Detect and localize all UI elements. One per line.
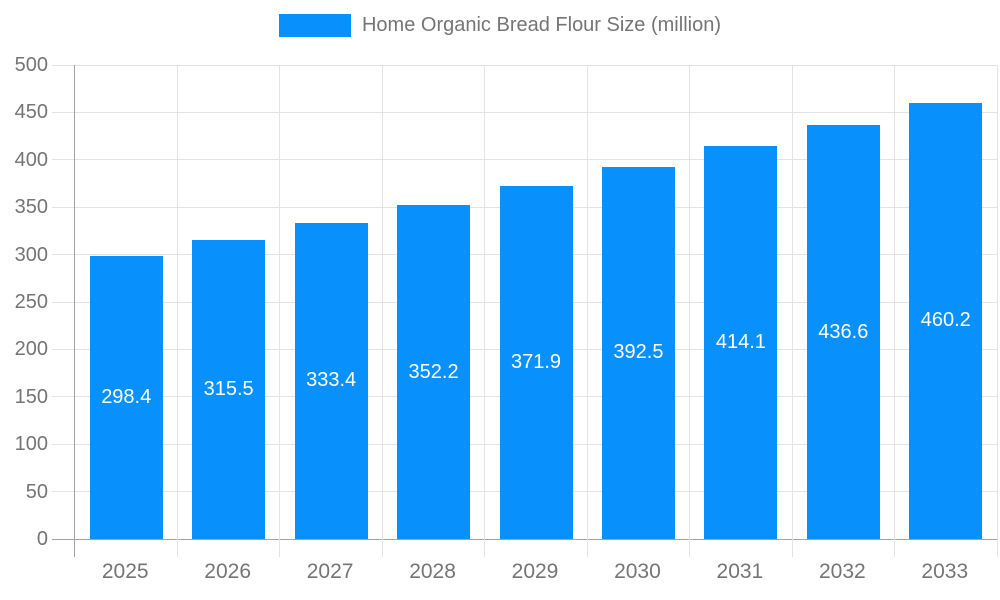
y-tick — [52, 538, 74, 540]
y-tick — [52, 348, 74, 350]
legend-label: Home Organic Bread Flour Size (million) — [361, 14, 721, 36]
legend-marker — [278, 14, 351, 37]
bar-value-label: 392.5 — [613, 341, 664, 364]
gridline-v — [791, 65, 793, 539]
y-axis-label: 300 — [14, 243, 48, 266]
x-tick — [894, 539, 896, 557]
y-tick — [52, 396, 74, 398]
bar-2033[interactable]: 460.2 — [909, 102, 983, 539]
x-axis-label: 2025 — [101, 560, 149, 583]
x-tick — [791, 539, 793, 557]
y-tick — [52, 254, 74, 256]
gridline-v — [894, 65, 896, 539]
y-tick — [52, 206, 74, 208]
y-tick — [52, 111, 74, 113]
bar-value-label: 436.6 — [818, 320, 869, 343]
y-axis-label: 400 — [14, 148, 48, 171]
bar-2032[interactable]: 436.6 — [806, 125, 880, 539]
legend: Home Organic Bread Flour Size (million) — [0, 14, 1000, 37]
bar-2029[interactable]: 371.9 — [499, 186, 573, 539]
x-tick — [74, 539, 75, 557]
y-axis-label: 500 — [14, 54, 48, 76]
y-axis-label: 450 — [14, 101, 48, 124]
gridline-h — [75, 64, 997, 66]
x-tick — [176, 539, 178, 557]
gridline-v — [689, 65, 691, 539]
bar-value-label: 371.9 — [510, 351, 562, 374]
bar-value-label: 460.2 — [920, 309, 971, 332]
x-tick — [689, 539, 691, 557]
x-tick — [381, 539, 383, 557]
bar-2030[interactable]: 392.5 — [601, 166, 675, 539]
bar-2025[interactable]: 298.4 — [89, 256, 163, 539]
y-tick — [52, 443, 74, 445]
y-tick — [52, 491, 74, 493]
bar-2028[interactable]: 352.2 — [397, 205, 471, 539]
y-axis-label: 250 — [14, 291, 48, 313]
gridline-v — [996, 65, 998, 539]
y-tick — [52, 159, 74, 161]
legend-item[interactable]: Home Organic Bread Flour Size (million) — [278, 14, 721, 37]
x-axis-label: 2030 — [614, 560, 661, 583]
bar-value-label: 352.2 — [408, 360, 459, 383]
bar-value-label: 298.4 — [101, 386, 152, 409]
x-axis-label: 2029 — [511, 560, 559, 583]
gridline-v — [176, 65, 178, 539]
gridline-h — [75, 159, 997, 161]
y-tick — [52, 64, 74, 66]
x-axis-label: 2026 — [204, 560, 252, 583]
x-tick — [484, 539, 486, 557]
bar-value-label: 414.1 — [715, 331, 766, 354]
bar-2026[interactable]: 315.5 — [192, 239, 266, 539]
y-axis-label: 350 — [14, 196, 48, 219]
x-axis-label: 2033 — [921, 560, 969, 583]
y-tick — [52, 301, 74, 303]
gridline-h — [75, 111, 997, 113]
gridline-v — [586, 65, 588, 539]
bar-value-label: 315.5 — [203, 377, 254, 400]
x-tick — [996, 539, 998, 557]
gridline-v — [381, 65, 383, 539]
x-tick — [586, 539, 588, 557]
x-axis-label: 2032 — [818, 560, 866, 583]
y-axis-label: 0 — [36, 528, 48, 550]
x-tick — [279, 539, 281, 557]
x-axis-label: 2027 — [306, 560, 354, 583]
y-axis-label: 100 — [14, 433, 48, 456]
gridline-v — [484, 65, 486, 539]
y-axis-label: 200 — [14, 338, 48, 361]
bar-2031[interactable]: 414.1 — [704, 146, 778, 539]
gridline-v — [279, 65, 281, 539]
x-axis-label: 2031 — [716, 560, 764, 583]
plot-area: 298.4 315.5 333.4 352.2 371.9 392.5 414.1 436.6… — [52, 64, 998, 557]
x-axis-label: 2028 — [409, 560, 456, 583]
y-axis-label: 150 — [14, 385, 48, 408]
bar-value-label: 333.4 — [306, 369, 357, 392]
y-axis-label: 50 — [25, 480, 48, 503]
bar-2027[interactable]: 333.4 — [294, 222, 368, 539]
